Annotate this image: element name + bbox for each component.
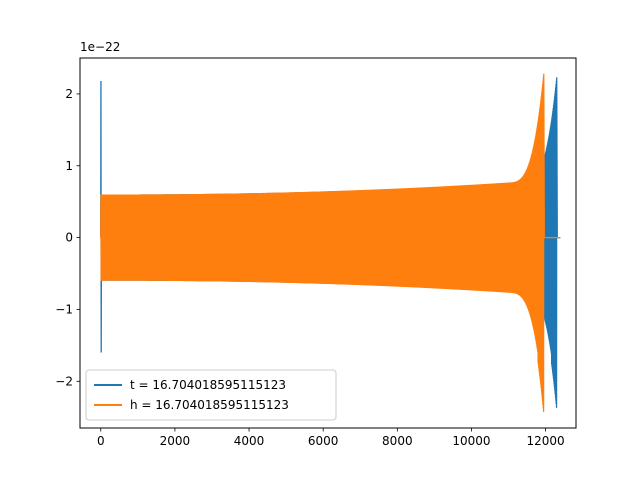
legend-box [85,369,337,421]
series-layer [100,73,561,412]
y-tick-label: −2 [55,374,73,388]
offset-text: 1e−22 [80,40,120,54]
x-tick-label: 4000 [234,434,265,448]
legend-label: t = 16.704018595115123 [130,378,286,392]
legend-label: h = 16.704018595115123 [130,398,289,412]
y-tick-label: −1 [55,302,73,316]
y-tick-label: 2 [65,87,73,101]
x-ticks: 0 2000 4000 6000 8000 10000 12000 [97,428,565,448]
legend: t = 16.704018595115123 h = 16.70401859511… [85,369,337,421]
x-tick-label: 2000 [160,434,191,448]
y-tick-label: 0 [65,231,73,245]
series-line-1 [100,73,561,412]
x-tick-label: 0 [97,434,105,448]
x-tick-label: 6000 [308,434,339,448]
y-ticks: −2 −1 0 1 2 [55,87,80,388]
x-tick-label: 8000 [382,434,413,448]
y-tick-label: 1 [65,159,73,173]
x-tick-label: 12000 [527,434,565,448]
axes-frame [79,57,577,429]
x-tick-label: 10000 [452,434,490,448]
